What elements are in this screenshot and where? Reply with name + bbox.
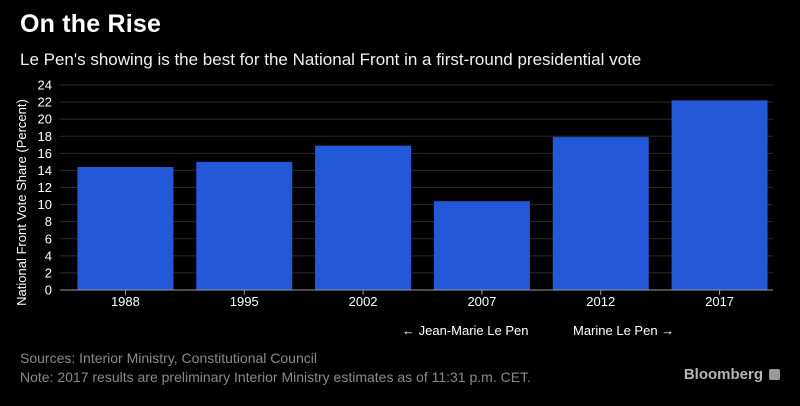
chart-title: On the Rise [20,10,162,38]
y-axis-label: National Front Vote Share (Percent) [14,99,29,306]
footnote: Note: 2017 results are preliminary Inter… [20,369,531,385]
y-tick-label: 4 [45,248,52,263]
bloomberg-chart-icon [769,369,780,380]
bar-1995 [196,161,293,290]
sources-note: Sources: Interior Ministry, Constitution… [20,350,317,366]
y-tick-label: 2 [45,265,52,280]
y-tick-label: 10 [38,197,52,212]
y-tick-label: 16 [38,146,52,161]
x-tick-label: 2012 [586,294,615,309]
bars [77,100,768,290]
x-tick-label: 2002 [349,294,378,309]
y-tick-label: 0 [45,283,52,298]
chart-subtitle: Le Pen's showing is the best for the Nat… [20,50,642,69]
y-tick-label: 14 [38,163,52,178]
x-tick-label: 2017 [705,294,734,309]
bar-2002 [315,145,412,290]
y-tick-label: 22 [38,95,52,110]
x-tick-label: 1988 [111,294,140,309]
bar-2007 [433,201,530,290]
annotation-marine: Marine Le Pen → [573,323,674,338]
y-tick-label: 20 [38,112,52,127]
x-tick-label: 2007 [467,294,496,309]
y-tick-label: 24 [38,78,52,93]
brand-text: Bloomberg [683,366,763,383]
annotation-jean-marie: ← Jean-Marie Le Pen [402,323,528,338]
y-tick-label: 6 [45,231,52,246]
bloomberg-logo: Bloomberg [684,366,780,383]
bar-2017 [671,100,768,290]
x-tick-label: 1995 [230,294,259,309]
bar-2012 [552,137,649,290]
y-tick-label: 8 [45,214,52,229]
bar-1988 [77,167,174,290]
y-tick-label: 12 [38,180,52,195]
x-tick-labels: 1988 1995 2002 2007 2012 2017 [111,290,734,309]
grid-lines [60,84,773,274]
y-tick-label: 18 [38,129,52,144]
